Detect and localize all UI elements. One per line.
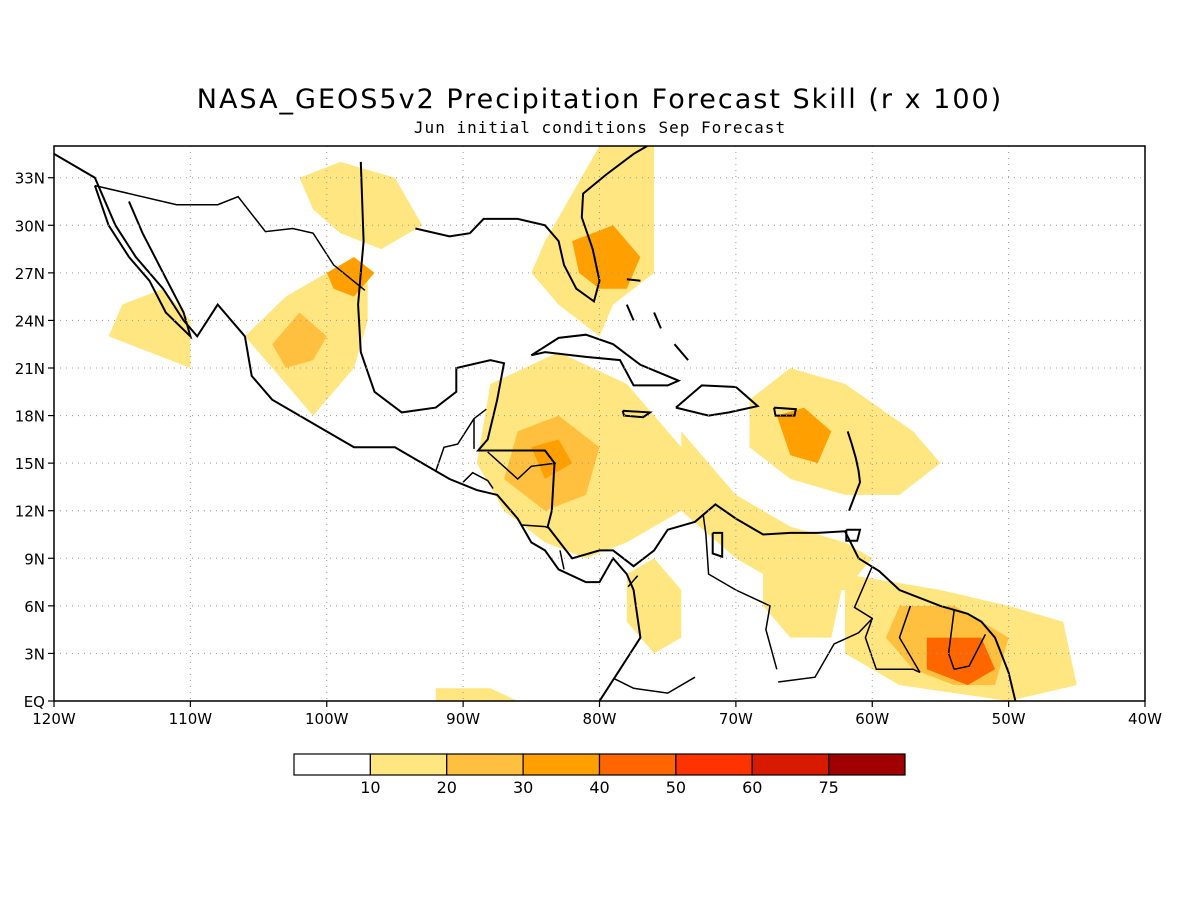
map-axes: 120W 110W 100W 90W 80W 70W 60W 50W 40W EQ 3N 6N 9N 12…: [15, 170, 1162, 728]
y-tick-label: 9N: [24, 550, 45, 568]
border-11: [898, 605, 921, 673]
coastline-14: [711, 531, 724, 559]
colorbar-swatch: [522, 753, 601, 776]
skill-region-3: [326, 257, 375, 297]
coastline-2: [357, 161, 1017, 701]
map-gridlines: [54, 146, 1145, 701]
border-10: [853, 565, 921, 674]
skill-shading-layer: [108, 146, 1077, 701]
y-tick-label: 21N: [15, 360, 45, 378]
skill-region-16: [763, 542, 845, 638]
skill-region-18: [435, 688, 518, 701]
colorbar-label: 75: [818, 778, 838, 797]
colorbar-swatch: [369, 753, 448, 776]
skill-region-0: [108, 288, 191, 368]
border-14: [778, 617, 873, 683]
coastline-1: [93, 185, 193, 340]
coastline-4: [530, 333, 682, 387]
colorbar: 10 20 30 40 50 60 75: [293, 753, 906, 797]
colorbar-swatch: [828, 753, 906, 776]
skill-region-2: [272, 312, 327, 368]
colorbar-swatch: [751, 753, 830, 776]
y-tick-label: 18N: [15, 408, 45, 426]
coastline-8: [626, 278, 641, 282]
y-tick-label: 15N: [15, 455, 45, 473]
skill-region-12: [776, 407, 832, 464]
y-tick-label: 30N: [15, 217, 45, 235]
colorbar-swatch: [675, 753, 753, 776]
border-9: [614, 676, 696, 694]
map-subtitle: Jun initial conditions Sep Forecast: [413, 118, 787, 137]
x-tick-label: 100W: [305, 710, 349, 728]
colorbar-label: 50: [666, 778, 686, 797]
coastline-5: [675, 384, 760, 417]
coastline-9: [625, 304, 635, 321]
x-tick-label: 110W: [169, 710, 213, 728]
border-6: [559, 550, 565, 570]
x-tick-label: 70W: [719, 710, 753, 728]
skill-region-4: [299, 161, 423, 250]
colorbar-swatch: [598, 753, 677, 776]
y-tick-label: 3N: [24, 645, 45, 663]
y-tick-label: 27N: [15, 265, 45, 283]
coastline-6: [621, 409, 653, 419]
border-3: [462, 471, 494, 489]
coastline-3: [415, 146, 648, 304]
border-13: [953, 634, 987, 671]
map-title: NASA_GEOS5v2 Precipitation Forecast Skil…: [196, 84, 1004, 115]
y-tick-label: EQ: [24, 693, 45, 711]
coastline-7: [773, 406, 798, 417]
skill-region-11: [749, 368, 941, 495]
x-tick-label: 50W: [992, 710, 1026, 728]
y-tick-label: 12N: [15, 503, 45, 521]
y-tick-label: 33N: [15, 170, 45, 188]
colorbar-label: 10: [360, 778, 380, 797]
colorbar-label: 30: [513, 778, 533, 797]
coastline-11: [673, 343, 689, 361]
x-tick-label: 90W: [446, 710, 480, 728]
x-tick-label: 80W: [583, 710, 617, 728]
coastline-13: [845, 528, 862, 542]
colorbar-label: 60: [742, 778, 762, 797]
colorbar-label: 40: [589, 778, 609, 797]
border-1: [435, 408, 487, 472]
colorbar-swatch: [293, 753, 371, 776]
x-tick-label: 40W: [1128, 710, 1162, 728]
y-tick-label: 6N: [24, 598, 45, 616]
colorbar-label: 20: [437, 778, 457, 797]
colorbar-swatch: [446, 753, 524, 776]
y-tick-label: 24N: [15, 312, 45, 330]
coastline-12: [846, 431, 862, 512]
x-tick-label: 60W: [855, 710, 889, 728]
border-4: [487, 451, 556, 481]
coastline-10: [653, 312, 662, 329]
border-7: [627, 575, 639, 588]
skill-region-10: [681, 431, 873, 590]
x-tick-label: 120W: [32, 710, 76, 728]
border-5: [521, 524, 550, 529]
